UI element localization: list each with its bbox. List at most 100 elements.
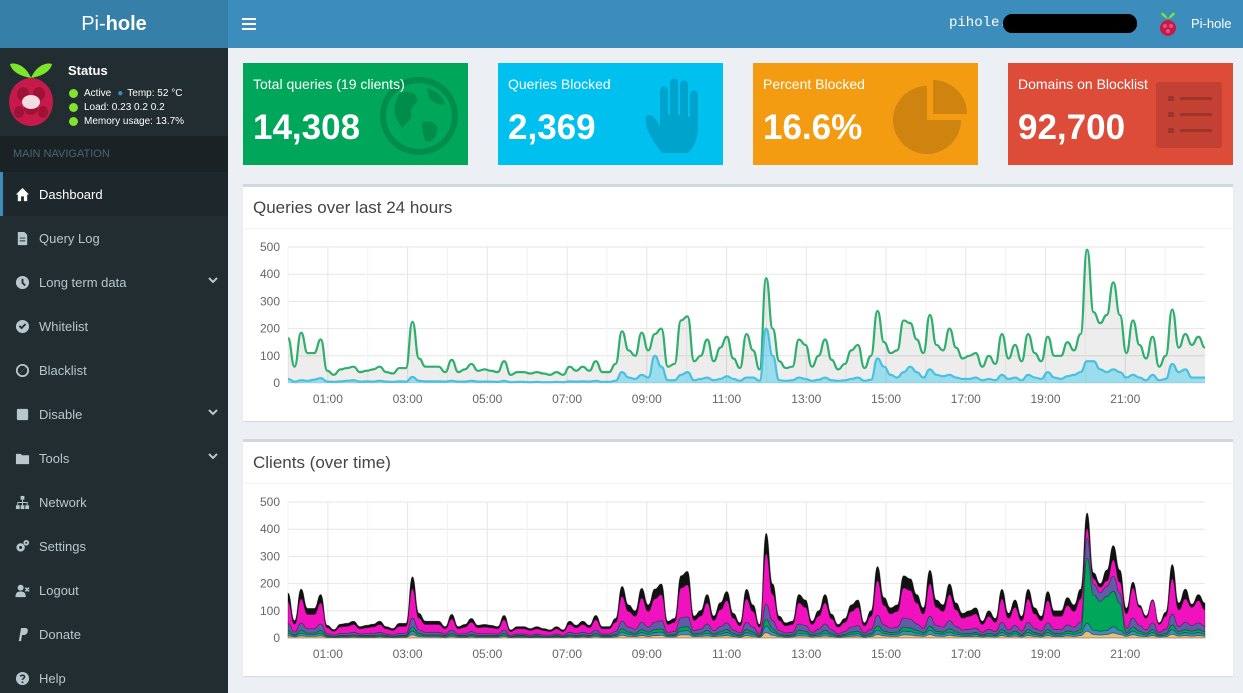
sidebar-item-network[interactable]: Network [0, 480, 228, 524]
list-icon [1156, 82, 1222, 148]
stat-domains-blocklist[interactable]: Domains on Blocklist 92,700 [1008, 63, 1233, 165]
x-tick-label: 11:00 [712, 647, 741, 661]
queries-chart-panel: Queries over last 24 hours 0 100 200 300 400… [243, 184, 1233, 421]
sidebar-item-query-log[interactable]: Query Log [0, 216, 228, 260]
chevron-down-icon[interactable] [208, 451, 218, 461]
sidebar-item-label: Settings [39, 538, 86, 554]
status-memory-row: Memory usage: 13.7% [69, 116, 184, 127]
x-tick-label: 09:00 [632, 647, 662, 661]
sidebar-item-label: Donate [39, 626, 81, 642]
y-tick-label: 0 [273, 631, 280, 645]
file-icon [15, 231, 39, 246]
stat-value: 16.6% [763, 108, 863, 147]
clients-over-time-chart[interactable]: 0 100 200 300 400 500 01:00 03:00 05:00 07:00 09:0… [243, 484, 1233, 676]
top-navbar: pihole. Pi-hole [228, 0, 1243, 48]
x-tick-label: 19:00 [1031, 647, 1061, 661]
sidebar-item-disable[interactable]: Disable [0, 392, 228, 436]
x-tick-label: 17:00 [951, 392, 981, 406]
app-logo[interactable]: Pi-hole [0, 0, 228, 48]
globe-icon [380, 77, 458, 155]
clock-icon [15, 275, 39, 290]
y-tick-label: 100 [260, 604, 280, 618]
active-indicator-icon [69, 89, 78, 98]
redacted-hostname [1003, 14, 1137, 33]
x-tick-label: 21:00 [1110, 647, 1140, 661]
series-area-5 [287, 512, 1206, 632]
y-tick-label: 400 [260, 267, 280, 281]
hostname-label: pihole. [949, 15, 1008, 31]
y-tick-label: 200 [260, 322, 280, 336]
y-tick-label: 200 [260, 577, 280, 591]
sidebar-item-dashboard[interactable]: Dashboard [0, 172, 228, 216]
x-tick-label: 11:00 [712, 392, 741, 406]
raspberry-pi-logo-icon [9, 63, 53, 126]
x-tick-label: 21:00 [1110, 392, 1140, 406]
series-line-0 [286, 248, 1206, 376]
fire-icon: ● [117, 88, 124, 99]
home-icon [15, 187, 39, 202]
x-tick-label: 01:00 [313, 392, 343, 406]
x-tick-label: 15:00 [871, 392, 901, 406]
user-times-icon [15, 583, 39, 598]
sidebar-item-whitelist[interactable]: Whitelist [0, 304, 228, 348]
sidebar-item-label: Network [39, 494, 87, 510]
y-tick-label: 0 [273, 376, 280, 390]
sidebar-item-label: Blacklist [39, 362, 87, 378]
hand-icon [645, 78, 698, 153]
folder-icon [15, 451, 39, 466]
x-tick-label: 05:00 [472, 392, 502, 406]
sidebar-item-label: Query Log [39, 230, 100, 246]
series-area-1 [288, 328, 1205, 383]
sidebar-item-label: Whitelist [39, 318, 89, 334]
sidebar-item-blacklist[interactable]: Blacklist [0, 348, 228, 392]
sidebar-item-donate[interactable]: Donate [0, 612, 228, 656]
sidebar-item-logout[interactable]: Logout [0, 568, 228, 612]
question-circle-icon [15, 671, 39, 686]
load-label: Load: 0.23 0.2 0.2 [84, 102, 165, 113]
panel-title: Queries over last 24 hours [243, 187, 1233, 229]
y-tick-label: 300 [260, 549, 280, 563]
chevron-down-icon[interactable] [208, 275, 218, 285]
y-tick-label: 400 [260, 522, 280, 536]
active-label: Active [84, 88, 112, 99]
x-tick-label: 01:00 [313, 647, 343, 661]
stat-label: Total queries (19 clients) [253, 76, 405, 92]
sidebar-item-label: Help [39, 670, 66, 686]
raspberry-pi-icon[interactable] [1157, 10, 1179, 38]
sidebar-item-tools[interactable]: Tools [0, 436, 228, 480]
stat-total-queries[interactable]: Total queries (19 clients) 14,308 [243, 63, 468, 165]
ban-icon [15, 363, 39, 378]
nav-header: MAIN NAVIGATION [0, 136, 228, 172]
y-tick-label: 500 [260, 495, 280, 509]
panel-title: Clients (over time) [243, 442, 1233, 484]
x-tick-label: 07:00 [552, 647, 582, 661]
x-tick-label: 09:00 [632, 392, 662, 406]
sidebar-toggle-icon[interactable] [242, 15, 256, 33]
chevron-down-icon[interactable] [208, 407, 218, 417]
queries-over-time-chart[interactable]: 0 100 200 300 400 500 01:00 03:00 05:00 07:00 09:0… [243, 229, 1233, 421]
stat-value: 2,369 [508, 108, 596, 147]
sidebar-item-label: Tools [39, 450, 70, 466]
y-tick-label: 100 [260, 349, 280, 363]
user-menu[interactable]: Pi-hole [1191, 16, 1232, 31]
stat-value: 92,700 [1018, 108, 1126, 147]
x-tick-label: 03:00 [393, 647, 423, 661]
clients-chart-panel: Clients (over time) 0 100 200 300 400 500 01:0… [243, 439, 1233, 676]
y-tick-label: 300 [260, 294, 280, 308]
sidebar-item-label: Dashboard [39, 186, 103, 202]
sidebar-item-label: Logout [39, 582, 79, 598]
memory-label: Memory usage: 13.7% [84, 116, 185, 127]
x-tick-label: 15:00 [871, 647, 901, 661]
sidebar-item-help[interactable]: Help [0, 656, 228, 693]
stat-percent-blocked[interactable]: Percent Blocked 16.6% [753, 63, 978, 165]
stat-queries-blocked[interactable]: Queries Blocked 2,369 [498, 63, 723, 165]
sidebar-item-long-term-data[interactable]: Long term data [0, 260, 228, 304]
x-tick-label: 05:00 [472, 647, 502, 661]
status-title: Status [68, 63, 108, 78]
x-tick-label: 07:00 [552, 392, 582, 406]
series-area-0 [288, 249, 1205, 383]
sidebar-item-settings[interactable]: Settings [0, 524, 228, 568]
status-active-row: Active ● Temp: 52 °C [69, 88, 182, 99]
x-tick-label: 13:00 [791, 392, 821, 406]
sidebar-item-label: Disable [39, 406, 83, 422]
